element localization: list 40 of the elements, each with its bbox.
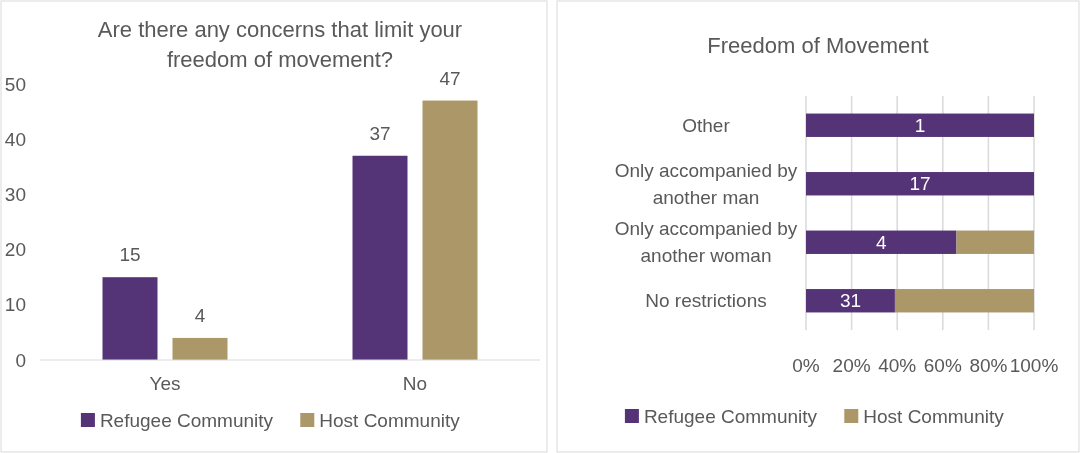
x-tick-label: 40%	[878, 355, 917, 376]
y-tick-label: Other	[682, 114, 731, 136]
x-tick-label: 100%	[1009, 355, 1059, 376]
annotation: 17	[909, 173, 931, 195]
y-tick-label: 20	[4, 239, 26, 261]
x-tick-label: Yes	[149, 373, 181, 394]
y-tick-label: 50	[4, 73, 26, 95]
bar	[102, 277, 158, 360]
x-tick-label: 0%	[792, 355, 820, 376]
legend-label: Host Community	[319, 409, 461, 431]
x-tick-label: 80%	[969, 355, 1008, 376]
data-label: 15	[119, 244, 141, 266]
x-tick-label: 60%	[923, 355, 962, 376]
y-tick-label: 0	[15, 349, 26, 371]
x-tick-label: No	[402, 373, 428, 394]
y-tick-label: Only accompanied by another woman	[614, 218, 798, 267]
bar	[806, 113, 1034, 137]
bar	[956, 230, 1034, 254]
y-tick-label: 10	[4, 294, 26, 316]
y-tick-label: 30	[4, 184, 26, 206]
legend-label: Refugee Community	[99, 409, 274, 431]
x-tick-label: 20%	[832, 355, 871, 376]
data-label: 37	[369, 122, 391, 144]
bar	[806, 172, 1034, 196]
annotation: 4	[875, 231, 887, 253]
y-tick-label: No restrictions	[645, 290, 767, 312]
bar	[172, 337, 228, 360]
bar	[806, 289, 895, 313]
data-label: 4	[194, 304, 206, 326]
legend-label: Host Community	[863, 405, 1005, 427]
y-tick-label: 40	[4, 128, 26, 150]
legend-label: Refugee Community	[643, 405, 818, 427]
bar	[806, 230, 957, 254]
annotation: 1	[914, 114, 926, 136]
bar	[352, 155, 408, 360]
y-tick-label: Only accompanied by another man	[614, 159, 798, 208]
bar	[422, 100, 478, 360]
annotation: 31	[839, 290, 862, 312]
bar	[894, 289, 1034, 313]
chart-title: Freedom of Movement	[707, 33, 929, 58]
